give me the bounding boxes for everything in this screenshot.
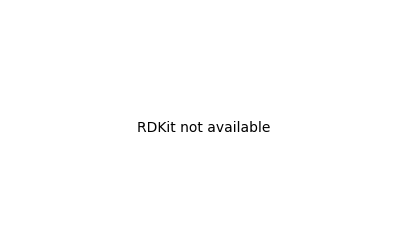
Text: RDKit not available: RDKit not available <box>137 120 270 134</box>
